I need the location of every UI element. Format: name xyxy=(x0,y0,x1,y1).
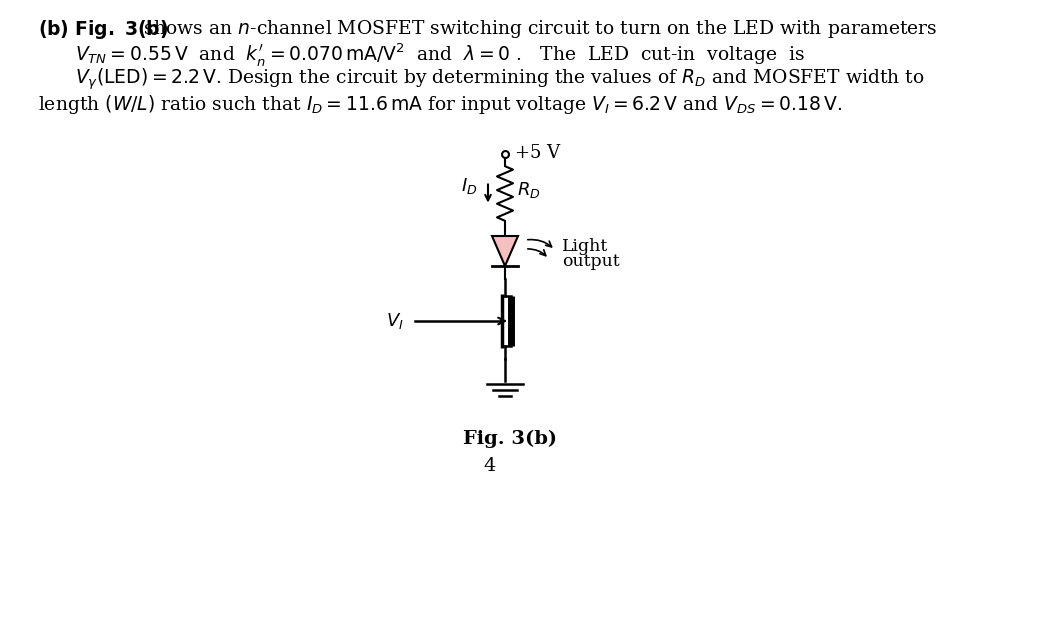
Text: $V_{TN} = 0.55\,\mathrm{V}$  and  $k_n' = 0.070\,\mathrm{mA/V}^2$  and  $\lambda: $V_{TN} = 0.55\,\mathrm{V}$ and $k_n' = … xyxy=(75,41,805,68)
Text: +5 V: +5 V xyxy=(515,144,560,162)
Text: $V_I$: $V_I$ xyxy=(387,311,403,331)
Text: $V_\gamma\mathrm{(LED)} = 2.2\,\mathrm{V}$. Design the circuit by determining th: $V_\gamma\mathrm{(LED)} = 2.2\,\mathrm{V… xyxy=(75,66,924,91)
Text: shows an $n$-channel MOSFET switching circuit to turn on the LED with parameters: shows an $n$-channel MOSFET switching ci… xyxy=(138,18,938,40)
Text: 4: 4 xyxy=(484,457,496,475)
Polygon shape xyxy=(492,236,518,266)
Text: $I_D$: $I_D$ xyxy=(460,176,477,196)
Text: length $(W/L)$ ratio such that $I_D = 11.6\,\mathrm{mA}$ for input voltage $V_I : length $(W/L)$ ratio such that $I_D = 11… xyxy=(38,93,842,115)
Text: $\bf{(b)\ Fig.\ 3(b)}$: $\bf{(b)\ Fig.\ 3(b)}$ xyxy=(38,17,169,41)
Text: output: output xyxy=(562,252,619,269)
Text: Fig. 3(b): Fig. 3(b) xyxy=(463,430,556,448)
Text: Light: Light xyxy=(562,238,608,254)
Text: $R_D$: $R_D$ xyxy=(517,180,541,200)
